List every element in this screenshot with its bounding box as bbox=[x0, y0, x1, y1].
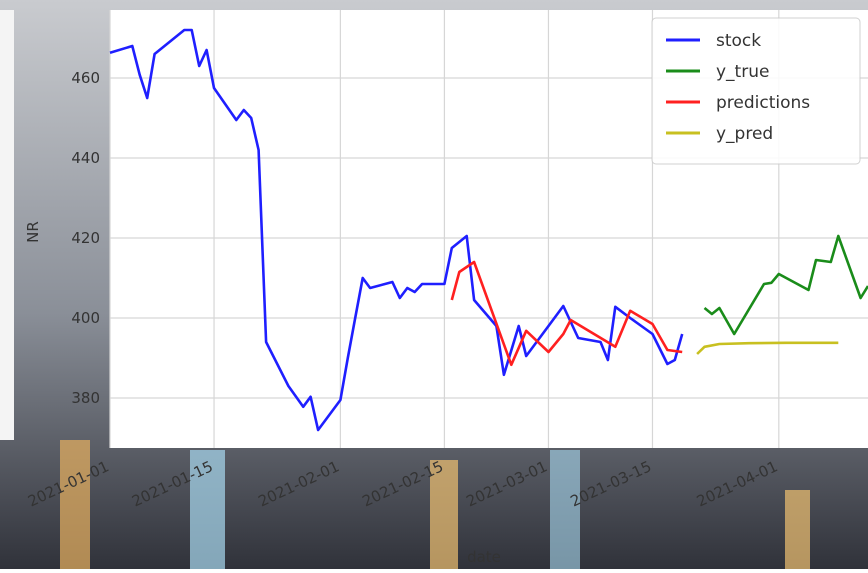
y-tick-label: 460 bbox=[71, 69, 100, 87]
legend: stock y_true predictions y_pred bbox=[652, 18, 860, 164]
background-decor bbox=[785, 490, 810, 569]
legend-label: predictions bbox=[716, 93, 810, 113]
y-axis-label: NR bbox=[24, 221, 42, 243]
x-axis-label: date bbox=[467, 548, 501, 566]
background-decor bbox=[60, 440, 90, 569]
legend-label: stock bbox=[716, 31, 761, 51]
y-tick-label: 380 bbox=[71, 389, 100, 407]
legend-label: y_pred bbox=[716, 124, 773, 144]
y-tick-label: 440 bbox=[71, 149, 100, 167]
legend-label: y_true bbox=[716, 62, 769, 82]
y-tick-label: 400 bbox=[71, 309, 100, 327]
y-tick-label: 420 bbox=[71, 229, 100, 247]
background-panel bbox=[0, 10, 14, 440]
